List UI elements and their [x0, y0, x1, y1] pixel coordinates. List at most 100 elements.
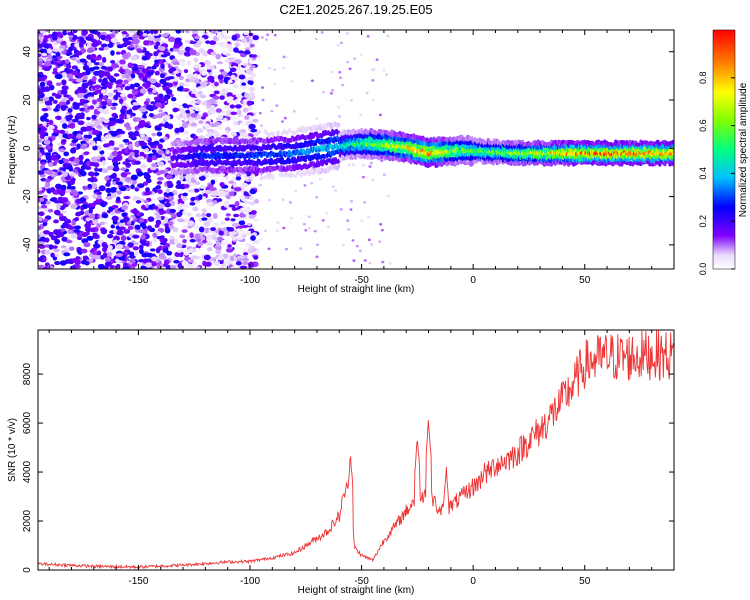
heatmap-cell: [292, 109, 296, 113]
heatmap-cell: [144, 191, 151, 196]
heatmap-cell: [346, 219, 350, 223]
heatmap-cell: [104, 256, 111, 263]
heatmap-cell: [42, 198, 48, 202]
heatmap-cell: [219, 79, 224, 84]
heatmap-cell: [110, 60, 116, 64]
heatmap-cell: [250, 54, 258, 58]
heatmap-cell: [206, 68, 212, 73]
heatmap-cell: [117, 150, 123, 156]
heatmap-cell: [172, 227, 179, 233]
heatmap-cell: [132, 234, 140, 239]
heatmap-cell: [132, 88, 139, 93]
heatmap-cell: [61, 236, 68, 242]
heatmap-cell: [155, 41, 161, 47]
heatmap-cell: [55, 73, 63, 80]
heatmap-cell: [349, 208, 353, 211]
heatmap-cell: [63, 252, 71, 257]
heatmap-cell: [347, 163, 351, 167]
heatmap-cell: [123, 195, 131, 200]
heatmap-cell: [289, 129, 293, 135]
heatmap-cell: [141, 225, 148, 230]
heatmap-cell: [87, 171, 95, 177]
heatmap-cell: [67, 133, 73, 139]
heatmap-cell: [98, 47, 105, 51]
heatmap-cell: [206, 101, 212, 108]
heatmap-cell: [381, 260, 385, 264]
heatmap-cell: [82, 186, 88, 191]
heatmap-cell: [79, 37, 85, 42]
heatmap-cell: [243, 50, 251, 55]
heatmap-cell: [315, 255, 319, 259]
heatmap-cell: [182, 239, 187, 244]
heatmap-cell: [47, 96, 55, 102]
heatmap-cell: [154, 70, 160, 76]
heatmap-cell: [156, 214, 161, 219]
heatmap-cell: [190, 99, 196, 105]
heatmap-cell: [133, 38, 140, 44]
heatmap-cell: [260, 36, 264, 39]
heatmap-cell: [236, 228, 242, 233]
heatmap-cell: [360, 219, 364, 222]
heatmap-cell: [83, 241, 91, 248]
heatmap-cell: [151, 65, 157, 70]
heatmap-cell: [212, 173, 220, 177]
heatmap-cell: [137, 183, 145, 188]
heatmap-cell: [69, 172, 77, 176]
heatmap-cell: [38, 211, 42, 216]
heatmap-cell: [253, 255, 259, 260]
heatmap-cell: [96, 250, 102, 256]
heatmap-cell: [182, 130, 190, 135]
heatmap-cell: [210, 179, 216, 185]
heatmap-cell: [95, 198, 103, 203]
heatmap-cell: [207, 75, 215, 82]
heatmap-cell: [121, 31, 128, 35]
heatmap-cell: [191, 179, 197, 184]
heatmap-cell: [65, 59, 70, 64]
heatmap-cell: [368, 261, 372, 265]
heatmap-cell: [184, 40, 191, 44]
heatmap-cell: [348, 67, 352, 71]
heatmap-cell: [167, 195, 174, 201]
heatmap-cell: [96, 223, 102, 228]
heatmap-cell: [60, 184, 67, 191]
heatmap-cell: [224, 217, 231, 221]
heatmap-cell: [264, 229, 268, 233]
heatmap-cell: [98, 70, 106, 77]
heatmap-cell: [107, 43, 114, 48]
heatmap-cell: [79, 98, 86, 103]
heatmap-cell: [156, 196, 165, 201]
heatmap-cell: [160, 112, 167, 116]
heatmap-cell: [142, 33, 148, 37]
heatmap-cell: [230, 116, 237, 121]
heatmap-cell: [248, 123, 256, 130]
heatmap-cell: [85, 36, 91, 41]
heatmap-cell: [110, 192, 117, 198]
heatmap-cell: [251, 118, 259, 123]
heatmap-cell: [128, 30, 136, 34]
heatmap-cell: [102, 246, 108, 253]
heatmap-cell: [200, 116, 206, 120]
heatmap-cell: [199, 185, 207, 189]
heatmap-cell: [239, 213, 246, 218]
heatmap-cell: [249, 201, 256, 206]
heatmap-cell: [339, 208, 343, 211]
heatmap-cell: [198, 90, 203, 96]
heatmap-cell: [173, 104, 180, 109]
heatmap-cell: [38, 43, 44, 48]
heatmap-cell: [147, 141, 155, 146]
heatmap-cell: [104, 175, 110, 181]
heatmap-cell: [228, 191, 235, 197]
heatmap-cell: [185, 94, 192, 99]
heatmap-cell: [242, 261, 249, 265]
heatmap-cell: [100, 228, 108, 235]
heatmap-cell: [113, 73, 120, 77]
heatmap-cell: [156, 171, 162, 176]
heatmap-cell: [248, 115, 253, 120]
heatmap-cell: [206, 128, 214, 134]
heatmap-cell: [239, 265, 248, 269]
heatmap-cell: [176, 243, 183, 249]
heatmap-cell: [268, 67, 272, 70]
heatmap-cell: [337, 105, 341, 109]
heatmap-cell: [143, 40, 150, 46]
heatmap-cell: [375, 58, 379, 62]
